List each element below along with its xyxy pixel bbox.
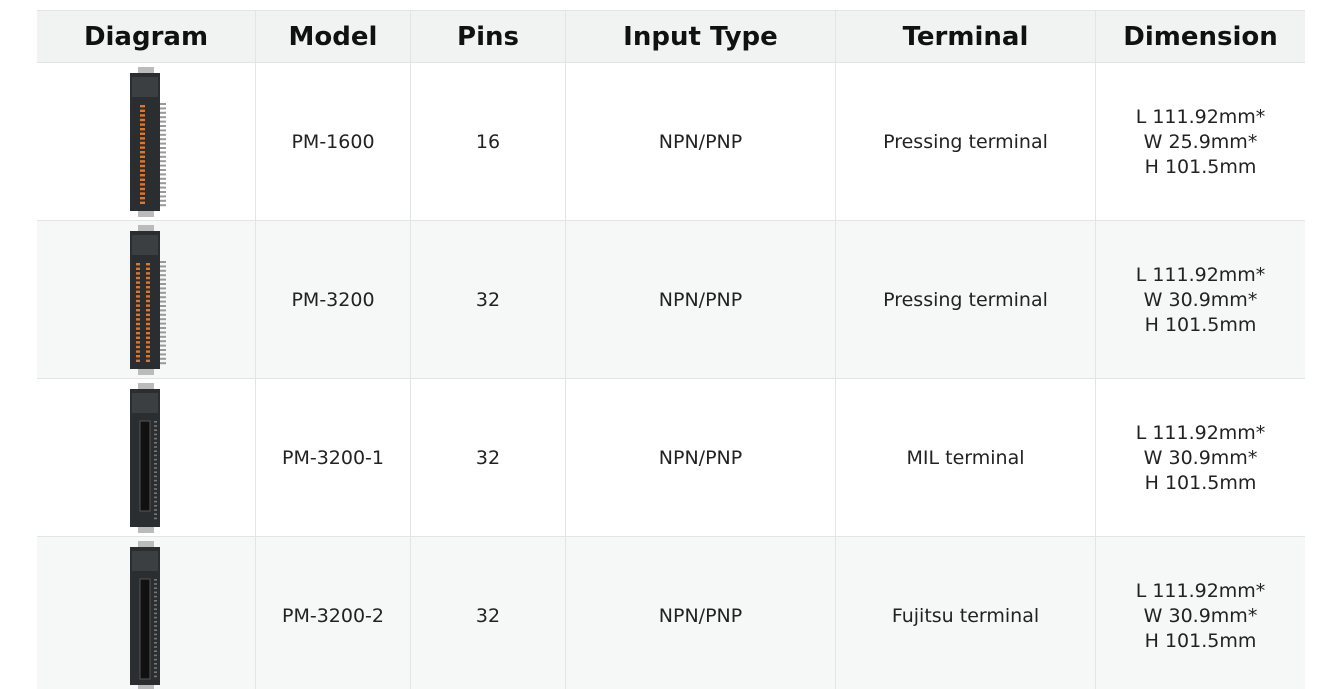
- dimension: L 111.92mm* W 30.9mm* H 101.5mm: [1136, 579, 1266, 654]
- dimension: L 111.92mm* W 30.9mm* H 101.5mm: [1136, 421, 1266, 496]
- terminal: Fujitsu terminal: [835, 537, 1095, 689]
- input-type: NPN/PNP: [565, 221, 835, 379]
- diagram-cell: [37, 379, 255, 537]
- column-header: Input Type: [565, 11, 835, 63]
- diagram-cell: [37, 537, 255, 689]
- column-header: Dimension: [1095, 11, 1305, 63]
- dimension-cell: L 111.92mm* W 30.9mm* H 101.5mm: [1095, 221, 1305, 379]
- input-type: NPN/PNP: [565, 537, 835, 689]
- dimension-line: H 101.5mm: [1144, 471, 1257, 494]
- dimension-line: W 30.9mm*: [1143, 288, 1258, 311]
- dimension-line: L 111.92mm*: [1135, 105, 1266, 128]
- diagram-cell: [37, 221, 255, 379]
- table-row: PM-3200-1 32 NPN/PNP MIL terminal L 111.92mm…: [37, 378, 1305, 537]
- device-image: [130, 541, 160, 689]
- column-header: Terminal: [835, 11, 1095, 63]
- column-header: Model: [255, 11, 410, 63]
- column-header: Diagram: [83, 21, 209, 52]
- dimension-cell: L 111.92mm* W 30.9mm* H 101.5mm: [1095, 537, 1305, 689]
- input-type: NPN/PNP: [565, 379, 835, 537]
- dimension-line: L 111.92mm*: [1135, 263, 1266, 286]
- dimension-line: H 101.5mm: [1144, 155, 1257, 178]
- pins: 32: [410, 221, 565, 379]
- dimension-line: L 111.92mm*: [1135, 579, 1266, 602]
- pins: 32: [410, 379, 565, 537]
- dimension: L 111.92mm* W 25.9mm* H 101.5mm: [1136, 105, 1266, 180]
- dimension-line: W 30.9mm*: [1143, 604, 1258, 627]
- terminal: Pressing terminal: [835, 63, 1095, 221]
- model: PM-3200-1: [255, 379, 410, 537]
- pins: 32: [410, 537, 565, 689]
- dimension-cell: L 111.92mm* W 25.9mm* H 101.5mm: [1095, 63, 1305, 221]
- table-row: PM-3200-2 32 NPN/PNP Fujitsu terminal L 111.…: [37, 536, 1305, 689]
- diagram-cell: [37, 63, 255, 221]
- terminal: Pressing terminal: [835, 221, 1095, 379]
- dimension-line: W 30.9mm*: [1143, 446, 1258, 469]
- table-row: PM-1600 16 NPN/PNP Pressing terminal L 111.9…: [37, 62, 1305, 221]
- terminal: MIL terminal: [835, 379, 1095, 537]
- device-image: [130, 225, 166, 375]
- dimension-line: H 101.5mm: [1144, 629, 1257, 652]
- model: PM-3200-2: [255, 537, 410, 689]
- device-image: [130, 383, 160, 533]
- dimension-line: L 111.92mm*: [1135, 421, 1266, 444]
- input-type: NPN/PNP: [565, 63, 835, 221]
- pins: 16: [410, 63, 565, 221]
- table-row: PM-3200 32 NPN/PNP Pressing terminal L 111.9…: [37, 220, 1305, 379]
- device-image: [130, 67, 166, 217]
- header-row: Diagram Model Pins Input Type Terminal Dimens…: [37, 10, 1305, 63]
- column-header: Pins: [410, 11, 565, 63]
- dimension-line: W 25.9mm*: [1143, 130, 1258, 153]
- dimension: L 111.92mm* W 30.9mm* H 101.5mm: [1136, 263, 1266, 338]
- model: PM-1600: [255, 63, 410, 221]
- model: PM-3200: [255, 221, 410, 379]
- dimension-line: H 101.5mm: [1144, 313, 1257, 336]
- dimension-cell: L 111.92mm* W 30.9mm* H 101.5mm: [1095, 379, 1305, 537]
